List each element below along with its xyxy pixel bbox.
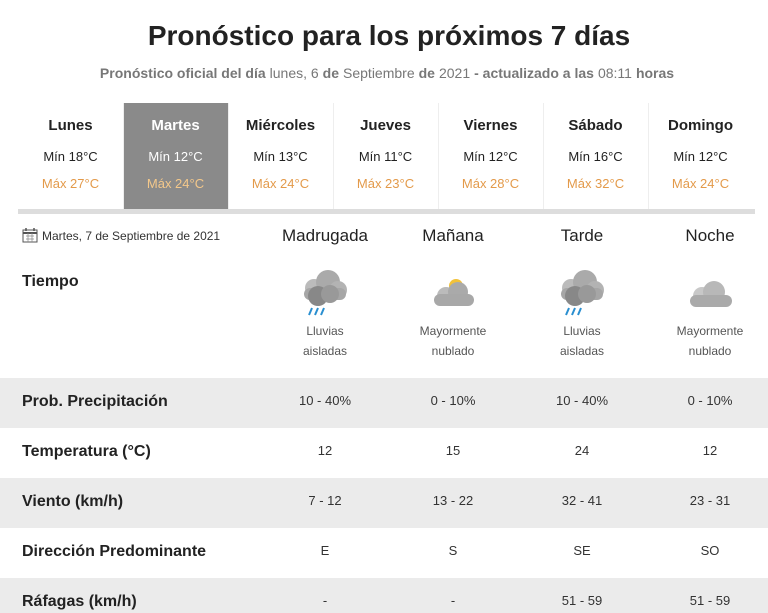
row-value: 51 - 59 xyxy=(561,593,603,608)
weather-description: aisladas xyxy=(302,344,348,358)
day-name: Sábado xyxy=(568,117,623,134)
day-name: Jueves xyxy=(360,117,411,134)
row-value: 51 - 59 xyxy=(689,593,731,608)
row-value: 32 - 41 xyxy=(561,493,603,508)
row-label: Temperatura (°C) xyxy=(22,443,151,460)
period-header: Mañana xyxy=(422,226,484,245)
row-label: Dirección Predominante xyxy=(22,543,207,560)
row-value: - xyxy=(450,593,456,608)
row-value: 13 - 22 xyxy=(432,493,474,508)
weather-description: Mayormente xyxy=(419,324,487,338)
day-tab[interactable] xyxy=(123,103,229,209)
row-value: - xyxy=(322,593,328,608)
subtitle-part: lunes, 6 xyxy=(269,65,319,81)
row-value: 10 - 40% xyxy=(555,393,609,408)
day-max: Máx 24°C xyxy=(146,176,205,191)
calendar-icon xyxy=(22,228,38,243)
row-value: SE xyxy=(573,543,591,558)
subtitle-part: horas xyxy=(635,65,675,81)
subtitle-part: 2021 xyxy=(438,65,471,81)
weather-icons xyxy=(303,270,732,316)
row-value: S xyxy=(448,543,458,558)
row-value: 0 - 10% xyxy=(687,393,733,408)
weather-description: Lluvias xyxy=(563,324,601,338)
day-tab[interactable] xyxy=(543,103,649,209)
row-value: E xyxy=(320,543,330,558)
row-value: 0 - 10% xyxy=(430,393,476,408)
day-max: Máx 27°C xyxy=(41,176,100,191)
row-label: Viento (km/h) xyxy=(22,493,124,510)
page-title: Pronóstico para los próximos 7 días xyxy=(147,20,631,51)
day-max: Máx 32°C xyxy=(566,176,625,191)
day-max: Máx 28°C xyxy=(461,176,520,191)
subtitle-part: 08:11 xyxy=(597,65,632,81)
row-value: 24 xyxy=(574,443,590,458)
day-name: Domingo xyxy=(668,117,733,134)
weather-description: nublado xyxy=(688,344,732,358)
row-value: 10 - 40% xyxy=(298,393,352,408)
period-header: Tarde xyxy=(560,226,604,245)
row-value: 12 xyxy=(317,443,333,458)
day-tab[interactable] xyxy=(648,103,754,209)
subtitle-part: - actualizado a las xyxy=(474,65,594,81)
day-min: Mín 11°C xyxy=(358,149,413,164)
divider xyxy=(18,209,755,214)
day-tab[interactable] xyxy=(333,103,439,209)
day-name: Lunes xyxy=(48,117,93,134)
day-name: Martes xyxy=(151,117,200,134)
day-tab[interactable] xyxy=(438,103,544,209)
period-header: Madrugada xyxy=(281,226,369,245)
row-value: 12 xyxy=(702,443,718,458)
weather-description: Lluvias xyxy=(306,324,344,338)
day-max: Máx 24°C xyxy=(251,176,310,191)
day-min: Mín 18°C xyxy=(43,149,98,164)
day-name: Viernes xyxy=(463,117,518,134)
row-label: Tiempo xyxy=(22,273,79,290)
row-value: SO xyxy=(700,543,720,558)
day-min: Mín 12°C xyxy=(148,149,203,164)
day-max: Máx 24°C xyxy=(671,176,730,191)
day-min: Mín 12°C xyxy=(463,149,518,164)
weather-description: Mayormente xyxy=(676,324,744,338)
detail-date: Martes, 7 de Septiembre de 2021 xyxy=(42,229,221,243)
day-name: Miércoles xyxy=(245,117,316,134)
row-background xyxy=(0,378,768,428)
day-min: Mín 13°C xyxy=(253,149,308,164)
day-tab[interactable] xyxy=(18,103,123,209)
row-background xyxy=(0,478,768,528)
subtitle: Pronóstico oficial del día lunes, 6 de Sept… xyxy=(100,65,678,81)
subtitle-part: Pronóstico oficial del día xyxy=(99,65,266,81)
row-value: 23 - 31 xyxy=(689,493,731,508)
period-header: Noche xyxy=(685,226,735,245)
day-min: Mín 16°C xyxy=(568,149,623,164)
row-value: 15 xyxy=(445,443,461,458)
day-tab[interactable] xyxy=(228,103,334,209)
weather-description: nublado xyxy=(431,344,475,358)
row-label: Ráfagas (km/h) xyxy=(22,593,137,610)
subtitle-part: de xyxy=(418,65,435,81)
subtitle-part: de xyxy=(322,65,340,81)
day-max: Máx 23°C xyxy=(356,176,415,191)
row-background xyxy=(0,578,768,613)
row-value: 7 - 12 xyxy=(308,493,342,508)
row-label: Prob. Precipitación xyxy=(22,393,168,410)
weather-description: aisladas xyxy=(559,344,605,358)
day-min: Mín 12°C xyxy=(673,149,728,164)
subtitle-part: Septiembre xyxy=(343,65,415,81)
